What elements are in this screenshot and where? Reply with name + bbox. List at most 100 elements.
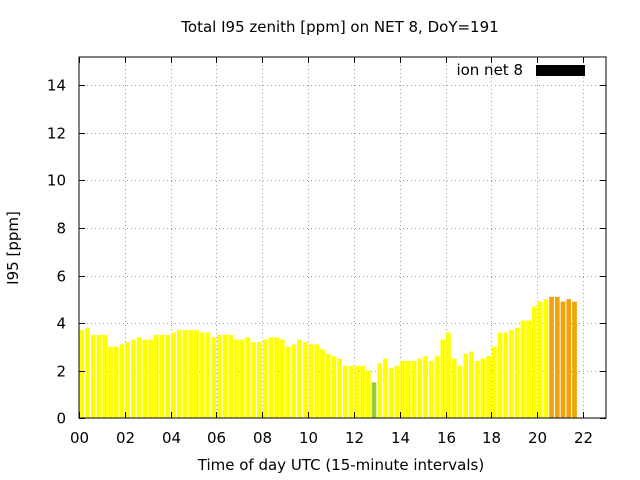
bar	[239, 339, 245, 419]
bar	[142, 339, 148, 419]
bar	[205, 332, 211, 418]
bar	[566, 299, 572, 418]
bar	[457, 365, 463, 418]
x-tick-label: 04	[162, 429, 181, 447]
bar	[532, 306, 537, 419]
bar	[514, 327, 520, 418]
bar	[446, 332, 451, 418]
bar	[388, 368, 394, 419]
bar	[572, 301, 577, 419]
x-tick-label: 12	[345, 429, 364, 447]
bar	[423, 356, 428, 418]
bar	[79, 330, 85, 419]
bar	[228, 334, 234, 419]
bar	[280, 339, 285, 419]
bar	[406, 361, 411, 418]
bar	[136, 337, 142, 418]
bar	[85, 327, 90, 418]
bar	[520, 320, 526, 419]
bar	[434, 356, 440, 418]
bar	[222, 334, 228, 419]
legend: ion net 8	[456, 61, 585, 79]
bar	[486, 356, 491, 418]
bar	[291, 344, 297, 419]
bar	[394, 365, 400, 418]
bar	[165, 334, 171, 419]
bar	[469, 351, 474, 418]
bar	[153, 334, 159, 419]
bar	[274, 337, 279, 418]
bar	[411, 361, 417, 418]
bar	[297, 339, 302, 419]
bar	[188, 330, 194, 419]
bar	[337, 358, 342, 419]
x-tick-label: 00	[70, 429, 89, 447]
bar	[199, 332, 205, 418]
bar	[537, 301, 543, 419]
x-tick-label: 18	[482, 429, 501, 447]
bar	[308, 344, 314, 419]
bar	[526, 320, 532, 419]
bar	[509, 330, 514, 419]
bar	[463, 353, 469, 419]
y-tick-label: 2	[56, 363, 66, 381]
y-tick-labels: 0 2 4 6 8 10 12 14	[47, 77, 66, 428]
bar	[400, 361, 405, 418]
bar	[480, 358, 486, 419]
x-tick-label: 22	[574, 429, 593, 447]
bar	[251, 342, 257, 418]
bar	[354, 365, 360, 418]
bar	[119, 344, 125, 419]
x-tick-label: 06	[207, 429, 226, 447]
bar	[365, 370, 371, 418]
bar	[285, 346, 291, 418]
bar	[125, 342, 131, 418]
bar	[451, 358, 457, 419]
bar	[90, 334, 96, 419]
x-tick-label: 14	[391, 429, 410, 447]
bar	[176, 330, 182, 419]
bar	[428, 361, 434, 418]
bar	[360, 365, 365, 418]
bar	[543, 299, 549, 418]
bar	[245, 337, 251, 418]
bar	[491, 346, 497, 418]
y-tick-label: 12	[47, 125, 66, 143]
bar	[211, 337, 216, 418]
y-tick-label: 10	[47, 172, 66, 190]
bar	[234, 339, 239, 419]
legend-swatch	[536, 65, 585, 76]
bar	[417, 358, 423, 419]
x-tick-labels: 00 02 04 06 08 10 12 14 16 18 20 22	[70, 429, 593, 447]
bar	[554, 296, 560, 419]
bar	[257, 342, 262, 418]
bar	[182, 330, 188, 419]
bar	[113, 346, 119, 418]
x-tick-label: 20	[528, 429, 547, 447]
bar	[560, 301, 566, 419]
bar	[503, 332, 509, 418]
x-axis-label: Time of day UTC (15-minute intervals)	[197, 456, 484, 474]
y-tick-label: 8	[56, 220, 66, 238]
bar	[268, 337, 274, 418]
bar	[348, 365, 354, 418]
x-tick-label: 10	[299, 429, 318, 447]
bar	[325, 353, 331, 419]
bar	[440, 339, 446, 419]
bar	[262, 339, 268, 419]
chart-title: Total I95 zenith [ppm] on NET 8, DoY=191	[180, 18, 498, 36]
grid	[79, 57, 606, 418]
y-axis-label: I95 [ppm]	[4, 211, 22, 285]
bar	[194, 330, 199, 419]
legend-label: ion net 8	[456, 61, 523, 79]
bar	[96, 334, 102, 419]
bar	[474, 361, 480, 418]
plot-frame	[78, 56, 607, 419]
bar	[302, 342, 308, 418]
bar	[216, 334, 222, 419]
bar	[102, 334, 108, 419]
bar	[549, 296, 554, 419]
bar	[108, 346, 113, 418]
bar	[383, 358, 388, 419]
